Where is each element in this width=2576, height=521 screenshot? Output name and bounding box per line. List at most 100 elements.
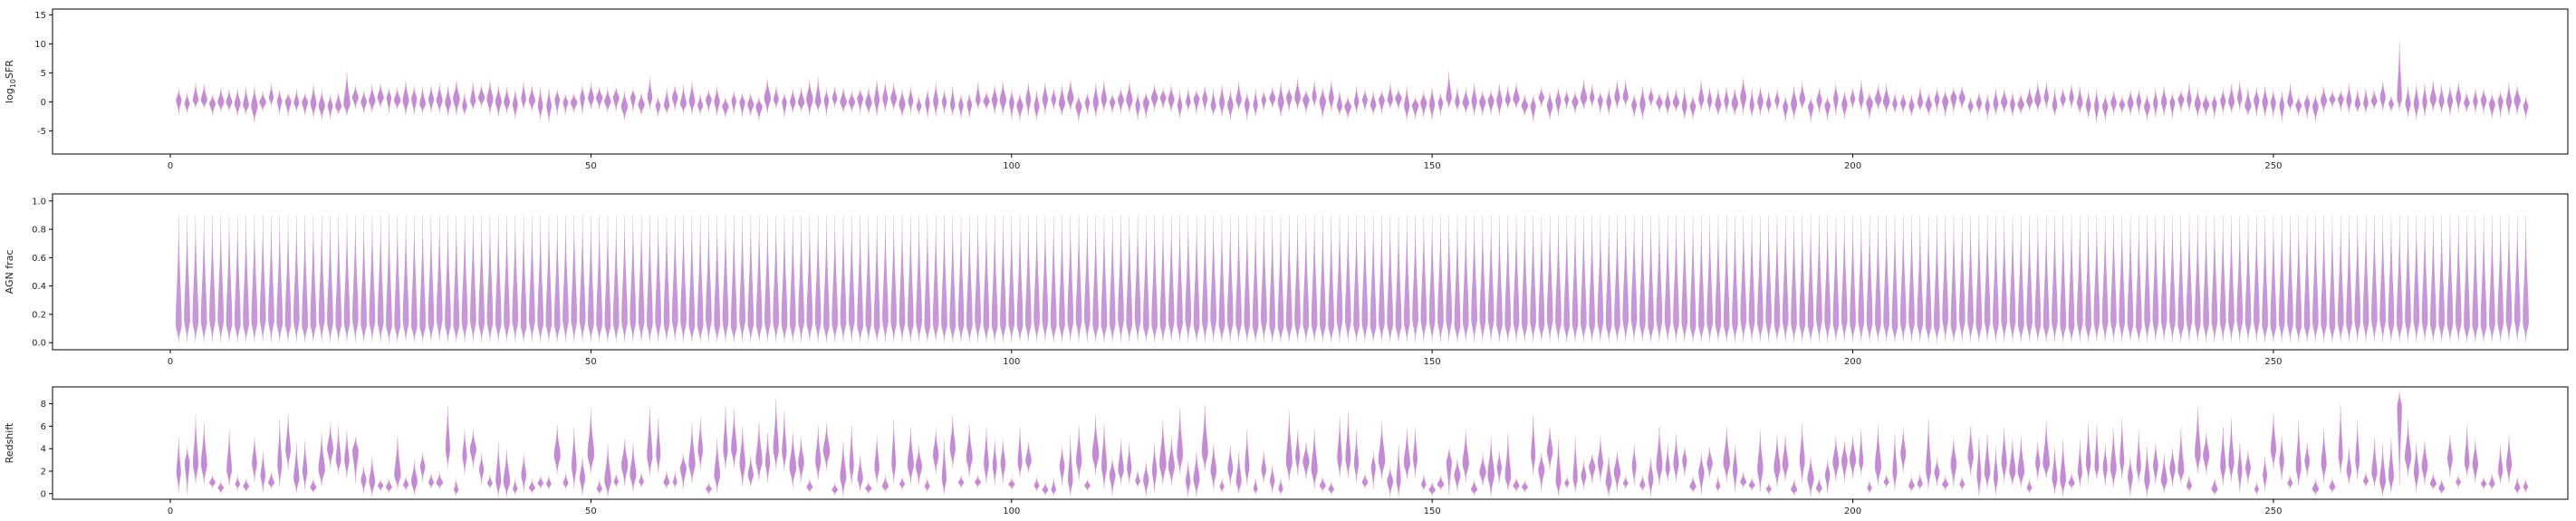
violin-purple [2497,92,2504,117]
violin-purple [402,82,409,115]
violin-purple [806,215,813,343]
violin-purple [2473,89,2478,112]
violin-purple [302,441,308,489]
violin-purple [1446,72,1452,108]
violin-purple [192,83,199,108]
violin-purple [2228,84,2235,112]
violin-purple [1950,89,1957,112]
violin-purple [1504,434,1512,490]
violin-purple [2446,87,2454,116]
violin-purple [2017,215,2024,343]
violin-purple [857,90,864,113]
violin-purple [378,480,384,490]
violin-purple [1428,483,1436,495]
violin-purple [2026,215,2033,343]
violin-purple [2312,215,2319,343]
violin-purple [1597,438,1603,481]
violin-purple [1294,79,1301,110]
violin-purple [2422,83,2427,117]
violin-purple [697,215,704,343]
violin-purple [1101,82,1108,111]
violin-purple [1185,215,1192,343]
violin-purple [2127,91,2134,115]
violin-purple [2085,215,2092,343]
violin-purple [806,480,813,492]
violin-purple [1042,215,1049,343]
violin-purple [840,215,847,343]
violin-purple [647,79,653,110]
violin-purple [1286,88,1293,111]
violin-purple [2160,455,2167,493]
violin-purple [1462,215,1469,343]
violin-purple [1613,451,1621,491]
violin-purple [1555,215,1562,343]
violin-purple [2160,87,2167,116]
violin-purple [2405,215,2411,343]
violin-purple [478,215,485,343]
violin-purple [2295,215,2302,343]
violin-purple [1774,90,1780,111]
violin-purple [706,215,712,343]
violin-purple [2404,420,2412,476]
violin-purple [2094,90,2100,122]
violin-purple [1075,427,1082,479]
violin-purple [2488,95,2495,118]
violin-purple [1295,430,1301,476]
violin-purple [528,215,535,343]
violin-purple [1521,481,1528,492]
violin-purple [2472,440,2479,483]
violin-purple [2514,215,2521,343]
violin-purple [1908,95,1915,116]
violin-purple [2034,83,2042,111]
violin-purple [2052,215,2058,343]
violin-purple [999,82,1007,114]
violin-purple [1850,89,1856,109]
violin-purple [2034,215,2042,343]
violin-purple [899,215,906,343]
violin-purple [798,438,804,481]
violin-purple [1017,428,1023,477]
violin-purple [1312,82,1317,107]
violin-purple [479,454,485,484]
violin-purple [1850,436,1857,478]
violin-purple [2480,215,2487,343]
violin-purple [360,92,367,113]
violin-purple [1580,81,1588,109]
violin-purple [663,215,670,343]
agn-frac-x-ticks: 0 50 100 150 200 250 [168,350,2282,367]
violin-purple [1285,215,1293,343]
violin-purple [386,479,392,492]
violin-purple [453,82,460,115]
y-tick-label: 0 [41,489,46,499]
violin-purple [2263,458,2268,490]
violin-purple [1926,420,1932,488]
violin-purple [1058,85,1066,115]
violin-purple [613,475,619,487]
violin-purple [200,215,207,343]
violin-purple [2228,420,2235,481]
violin-purple [200,424,207,484]
violin-purple [302,215,309,343]
violin-purple [1135,94,1140,120]
violin-purple [1051,89,1057,110]
violin-purple [411,87,418,115]
violin-purple [781,215,788,343]
violin-purple [1993,215,1999,343]
violin-purple [1555,440,1562,496]
violin-purple [310,85,317,118]
violin-purple [891,420,897,483]
violin-purple [1067,81,1074,111]
violin-purple [755,422,763,480]
violin-purple [1218,215,1226,343]
violin-purple [1706,88,1713,111]
violin-purple [209,215,216,343]
violin-purple [1799,425,1805,483]
violin-purple [620,92,629,120]
violin-purple [1664,215,1671,343]
violin-purple [504,87,510,112]
violin-purple [259,92,266,111]
violin-purple [1337,418,1342,478]
violin-purple [907,215,914,343]
violin-purple [1882,85,1890,113]
violin-purple [764,433,771,482]
